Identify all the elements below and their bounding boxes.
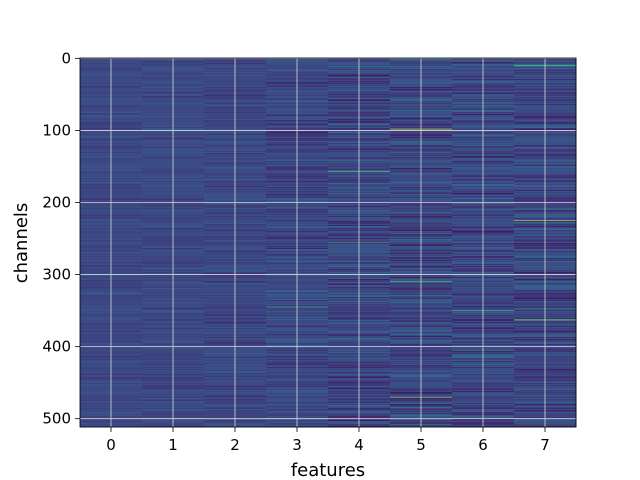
- x-tick-label: 5: [416, 436, 426, 454]
- heatmap-cells: [80, 58, 577, 428]
- x-axis: 0 1 2 3 4 5 6 7: [106, 427, 550, 454]
- plot-area: [79, 57, 577, 428]
- x-tick-label: 3: [292, 436, 302, 454]
- x-tick-label: 6: [478, 436, 488, 454]
- y-tick-label: 200: [42, 194, 71, 212]
- x-tick-label: 2: [230, 436, 240, 454]
- y-tick-label: 100: [42, 121, 71, 139]
- y-tick-label: 500: [42, 410, 71, 428]
- x-axis-label: features: [291, 460, 365, 480]
- x-tick-label: 7: [540, 436, 550, 454]
- y-tick-label: 0: [61, 49, 71, 67]
- x-tick-label: 1: [168, 436, 178, 454]
- x-tick-label: 4: [354, 436, 364, 454]
- y-axis: 0 100 200 300 400 500: [42, 49, 80, 428]
- grid-lines: [80, 57, 576, 427]
- axes-frame: [79, 57, 577, 428]
- x-tick-label: 0: [106, 436, 116, 454]
- y-tick-label: 400: [42, 338, 71, 356]
- y-tick-label: 300: [42, 266, 71, 284]
- y-axis-label: channels: [11, 203, 32, 284]
